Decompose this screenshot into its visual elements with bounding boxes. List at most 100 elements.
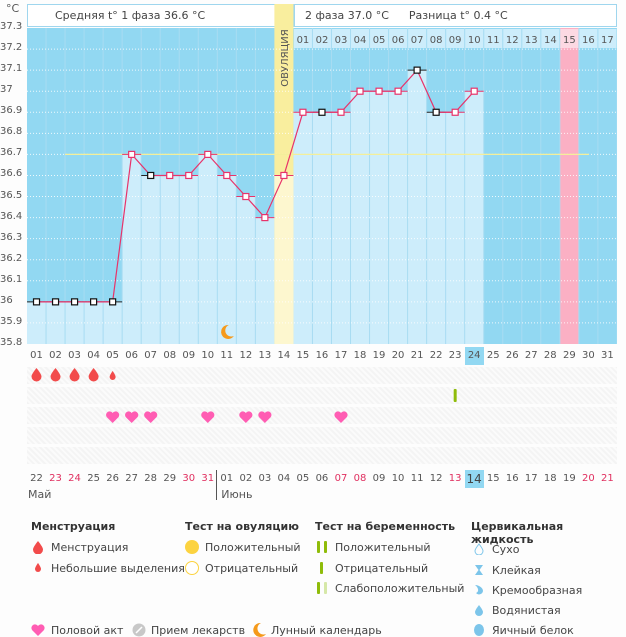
watery-icon (475, 605, 483, 616)
pregnancy-test-row (27, 387, 617, 404)
luteal-day-label: 06 (392, 35, 405, 46)
temperature-bar (331, 112, 351, 345)
calendar-date[interactable]: 18 (543, 473, 557, 484)
calendar-date[interactable]: 12 (429, 473, 443, 484)
cycle-day-label[interactable]: 19 (372, 350, 386, 361)
y-tick-label: 37.2 (0, 42, 23, 54)
cycle-day-label[interactable]: 09 (182, 350, 196, 361)
cycle-day-label[interactable]: 10 (201, 350, 215, 361)
cycle-day-label[interactable]: 04 (87, 350, 100, 361)
cycle-day-label[interactable]: 03 (68, 350, 81, 361)
cycle-day-label[interactable]: 27 (524, 350, 538, 361)
legend-spotting: Небольшие выделения (51, 562, 185, 575)
calendar-date[interactable]: 05 (296, 473, 310, 484)
temperature-point (375, 87, 383, 95)
calendar-date[interactable]: 06 (315, 473, 329, 484)
cycle-day-label[interactable]: 22 (429, 350, 443, 361)
calendar-date[interactable]: 04 (277, 473, 291, 484)
phase2-text: 2 фаза 37.0 °C (305, 9, 389, 22)
luteal-day-label: 02 (316, 35, 329, 46)
cycle-day-label[interactable]: 16 (315, 350, 329, 361)
luteal-day-cell (351, 29, 370, 48)
cycle-day-label[interactable]: 05 (106, 350, 119, 361)
cycle-day-label[interactable]: 13 (258, 350, 272, 361)
ovulation-positive-icon (185, 540, 199, 554)
calendar-date[interactable]: 29 (163, 473, 177, 484)
temperature-point (128, 150, 136, 158)
spotting-drop (109, 371, 116, 380)
calendar-date[interactable]: 13 (448, 473, 462, 484)
cycle-day-label[interactable]: 23 (448, 350, 462, 361)
temperature-point (394, 87, 402, 95)
calendar-date[interactable]: 08 (353, 473, 367, 484)
cycle-day-label[interactable]: 06 (125, 350, 138, 361)
calendar-date-today[interactable]: 14 (464, 470, 484, 488)
calendar-date[interactable]: 28 (144, 473, 158, 484)
temperature-chart[interactable]: 01 02 03 04 05 06 07 08 09 10 11 12 13 14 15 16 17 ОВУЛЯЦ… (0, 0, 626, 360)
cycle-day-label[interactable]: 25 (486, 350, 500, 361)
cycle-day-label[interactable]: 14 (277, 350, 291, 361)
calendar-date[interactable]: 21 (601, 473, 614, 484)
luteal-day-cell (446, 29, 465, 48)
calendar-date[interactable]: 09 (372, 473, 386, 484)
luteal-day-label: 07 (411, 35, 424, 46)
luteal-day-cell (408, 29, 427, 48)
cycle-day-label-today[interactable]: 24 (464, 347, 484, 365)
calendar-date[interactable]: 07 (334, 473, 348, 484)
calendar-date[interactable]: 26 (106, 473, 119, 484)
cycle-day-label[interactable]: 17 (334, 350, 348, 361)
temperature-bar (103, 301, 123, 344)
calendar-date[interactable]: 19 (562, 473, 576, 484)
pregnancy-test-negative (453, 389, 457, 402)
cycle-day-label[interactable]: 01 (30, 350, 43, 361)
luteal-day-cell (503, 29, 522, 48)
calendar-date[interactable]: 22 (30, 473, 43, 484)
temperature-point (185, 171, 193, 180)
calendar-date[interactable]: 30 (182, 473, 196, 484)
calendar-date[interactable]: 15 (486, 473, 500, 484)
calendar-date[interactable]: 16 (505, 473, 519, 484)
luteal-day-cell (331, 29, 351, 48)
cycle-day-label[interactable]: 18 (353, 350, 367, 361)
cycle-day-label[interactable]: 21 (410, 350, 424, 361)
cycle-day-label[interactable]: 28 (543, 350, 557, 361)
month-label: Июнь (221, 488, 253, 501)
calendar-date[interactable]: 10 (391, 473, 405, 484)
calendar-date[interactable]: 02 (239, 473, 253, 484)
cycle-day-label[interactable]: 20 (391, 350, 405, 361)
cycle-day-label[interactable]: 08 (163, 350, 177, 361)
calendar-date[interactable]: 11 (410, 473, 424, 484)
temperature-point (280, 171, 288, 180)
period-forecast-column (559, 28, 579, 344)
legend-pregnancy-faint: Слабоположительный (335, 582, 465, 595)
luteal-day-label: 13 (525, 35, 538, 46)
temperature-point (470, 87, 478, 95)
temperature-point (223, 171, 231, 180)
moon-icon (221, 324, 234, 339)
calendar-date[interactable]: 27 (125, 473, 138, 484)
cycle-day-label[interactable]: 30 (581, 350, 595, 361)
luteal-day-cell (541, 29, 560, 48)
calendar-date[interactable]: 20 (581, 473, 595, 484)
egg-white-icon (474, 624, 484, 636)
calendar-date[interactable]: 01 (220, 473, 234, 484)
cycle-day-label[interactable]: 11 (220, 350, 234, 361)
creamy-icon (475, 585, 483, 595)
cycle-day-label[interactable]: 26 (505, 350, 519, 361)
temperature-point (432, 108, 440, 116)
calendar-date[interactable]: 03 (258, 473, 272, 484)
calendar-date[interactable]: 31 (201, 473, 215, 484)
cycle-day-label[interactable]: 02 (49, 350, 62, 361)
calendar-date[interactable]: 25 (87, 473, 100, 484)
cycle-day-label[interactable]: 29 (562, 350, 576, 361)
calendar-date[interactable]: 23 (49, 473, 62, 484)
cycle-day-label[interactable]: 12 (239, 350, 253, 361)
cycle-day-label[interactable]: 15 (296, 350, 310, 361)
calendar-date[interactable]: 17 (524, 473, 538, 484)
ovulation-label: ОВУЛЯЦИЯ (280, 29, 291, 87)
calendar-date[interactable]: 24 (68, 473, 81, 484)
difference-text: Разница t° 0.4 °C (408, 9, 508, 22)
cycle-day-label[interactable]: 31 (601, 350, 614, 361)
cycle-day-label[interactable]: 07 (144, 350, 158, 361)
temperature-bar (217, 175, 237, 344)
